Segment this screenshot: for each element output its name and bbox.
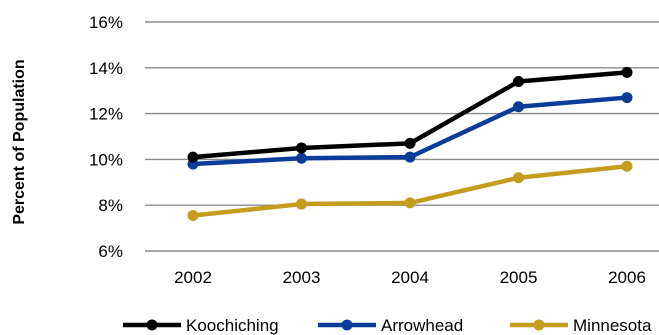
x-tick-label: 2003 [283,268,321,287]
legend-label: Minnesota [573,316,652,335]
data-point [296,198,307,210]
legend-label: Arrowhead [381,316,463,335]
data-point [513,76,524,88]
x-tick-label: 2005 [500,268,538,287]
data-point [296,152,307,164]
y-tick-label: 14% [89,59,123,78]
data-point [621,66,633,78]
x-tick-label: 2006 [608,268,646,287]
data-point [404,137,416,149]
y-axis-ticks: 6% 8% 10% 12% 14% 16% [89,13,123,261]
data-point [621,160,633,172]
y-axis-title: Percent of Population [11,59,28,224]
y-tick-label: 10% [89,150,123,169]
data-point [404,151,416,163]
gridlines [145,21,659,252]
series-arrowhead [187,92,633,170]
y-tick-label: 8% [98,196,123,215]
y-tick-label: 16% [89,13,123,32]
series-minnesota [187,160,633,222]
legend-swatch-marker [533,319,545,331]
data-point [621,92,633,104]
legend-swatch-marker [146,319,158,331]
x-tick-label: 2002 [174,268,212,287]
legend: Koochiching Arrowhead Minnesota [123,316,652,335]
data-point [404,197,416,209]
legend-item: Koochiching [123,316,279,335]
series-lines [187,66,633,222]
data-point [513,101,524,113]
legend-item: Arrowhead [318,316,463,335]
data-point [187,210,199,222]
legend-item: Minnesota [510,316,652,335]
legend-label: Koochiching [186,316,279,335]
series-koochiching [187,66,633,163]
legend-swatch-marker [341,319,353,331]
x-tick-label: 2004 [391,268,429,287]
data-point [513,172,524,184]
y-tick-label: 12% [89,105,123,124]
data-point [296,142,307,154]
data-point [187,151,199,163]
y-tick-label: 6% [98,242,123,261]
x-axis-ticks: 2002 2003 2004 2005 2006 [174,268,646,287]
